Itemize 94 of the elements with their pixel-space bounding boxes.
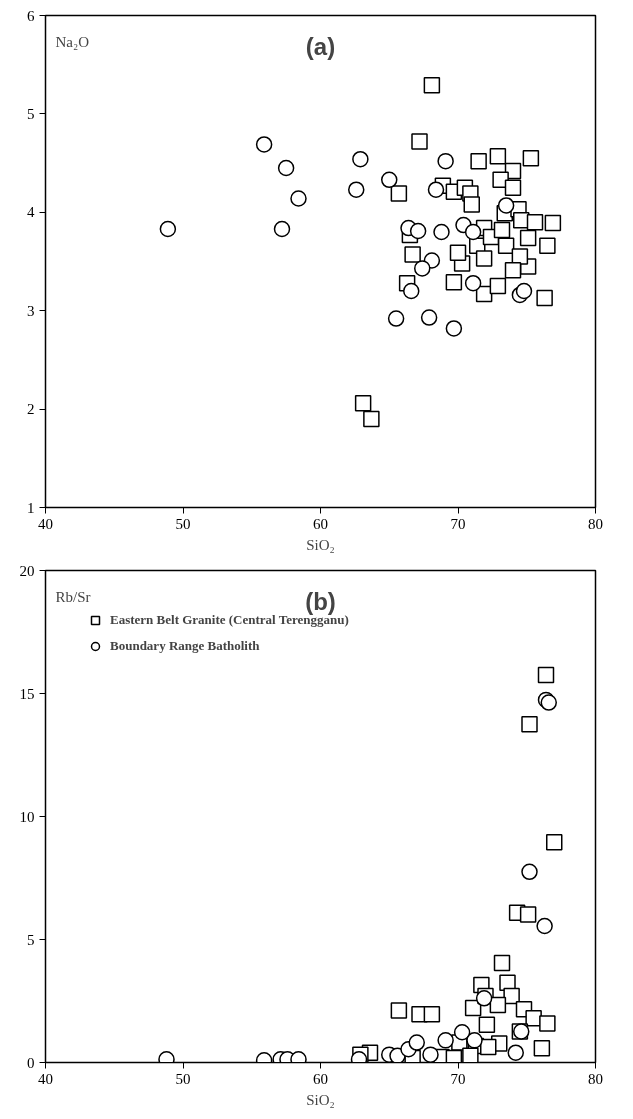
- point: [464, 223, 482, 241]
- point: [445, 273, 463, 291]
- point: [433, 223, 450, 241]
- point: [409, 222, 427, 240]
- point: [539, 237, 556, 255]
- x-tick-label: 60: [313, 1070, 328, 1087]
- x-tick-label: 40: [38, 1070, 53, 1087]
- point: [519, 906, 537, 923]
- point: [423, 1006, 441, 1023]
- point: [526, 213, 544, 231]
- x-tick-label: 80: [588, 515, 603, 532]
- legend-label: Boundary Range Batholith: [110, 638, 260, 654]
- point: [445, 1049, 463, 1063]
- point: [522, 149, 540, 167]
- point: [352, 150, 369, 168]
- point: [381, 171, 398, 189]
- x-tick-label: 70: [450, 1070, 466, 1087]
- y-tick-label: 15: [19, 685, 35, 702]
- point: [521, 716, 538, 733]
- y-tick-label: 3: [27, 302, 35, 319]
- point: [515, 282, 533, 300]
- x-axis-title: SiO₂: [306, 536, 335, 553]
- point: [478, 1016, 496, 1034]
- point: [449, 244, 467, 261]
- x-tick-label: 50: [175, 1070, 191, 1087]
- point: [470, 152, 487, 170]
- point: [493, 954, 511, 972]
- point: [437, 152, 454, 170]
- y-tick-label: 6: [27, 7, 35, 24]
- y-tick-label: 10: [19, 808, 35, 825]
- point: [363, 410, 380, 428]
- x-tick-label: 70: [450, 515, 466, 532]
- point: [453, 1024, 471, 1041]
- point: [464, 274, 482, 292]
- point: [404, 246, 421, 263]
- point: [437, 1032, 454, 1049]
- point: [427, 181, 445, 198]
- point: [420, 309, 438, 326]
- point: [414, 260, 431, 277]
- point: [387, 310, 405, 327]
- point: [546, 834, 563, 851]
- y-tick-label: 5: [27, 931, 35, 948]
- y-axis-title: Rb/Sr: [55, 588, 91, 605]
- y-tick-label: 0: [27, 1054, 35, 1071]
- point: [521, 863, 538, 881]
- point: [519, 229, 537, 247]
- point: [273, 220, 291, 238]
- point: [354, 394, 372, 412]
- point: [390, 1002, 408, 1019]
- point: [507, 1044, 524, 1061]
- point: [489, 147, 507, 165]
- y-tick-label: 1: [27, 499, 35, 516]
- point: [493, 221, 511, 239]
- point: [348, 181, 365, 198]
- point: [277, 159, 295, 177]
- y-axis-title: Na₂O: [55, 33, 90, 50]
- x-axis-title: SiO₂: [306, 1091, 335, 1108]
- point: [411, 133, 428, 150]
- point: [511, 248, 529, 265]
- point: [159, 220, 177, 238]
- point: [489, 277, 507, 295]
- x-tick-label: 50: [175, 515, 191, 532]
- point: [533, 1039, 551, 1057]
- point: [536, 289, 553, 307]
- text: (a): [305, 32, 336, 60]
- point: [497, 197, 515, 214]
- point: [423, 77, 441, 94]
- x-tick-label: 80: [588, 1070, 603, 1087]
- point: [539, 1015, 556, 1032]
- point: [504, 179, 522, 196]
- point: [422, 1046, 439, 1063]
- point: [475, 250, 493, 267]
- y-tick-label: 4: [27, 204, 35, 221]
- point: [466, 1032, 483, 1049]
- point: [536, 917, 553, 935]
- point: [480, 1038, 497, 1056]
- point: [537, 666, 555, 684]
- point: [390, 185, 408, 202]
- point: [408, 1034, 425, 1051]
- point: [255, 136, 273, 153]
- point: [462, 1047, 479, 1063]
- y-tick-label: 5: [27, 105, 35, 122]
- point: [489, 996, 507, 1014]
- point: [497, 237, 515, 255]
- point: [403, 282, 420, 300]
- point: [504, 262, 522, 279]
- y-tick-label: 2: [27, 401, 35, 418]
- y-tick-label: 20: [19, 562, 35, 579]
- point: [445, 320, 463, 337]
- point: [463, 196, 480, 213]
- x-tick-label: 60: [313, 515, 328, 532]
- point: [290, 190, 307, 207]
- x-tick-label: 40: [38, 515, 53, 532]
- point: [544, 214, 562, 232]
